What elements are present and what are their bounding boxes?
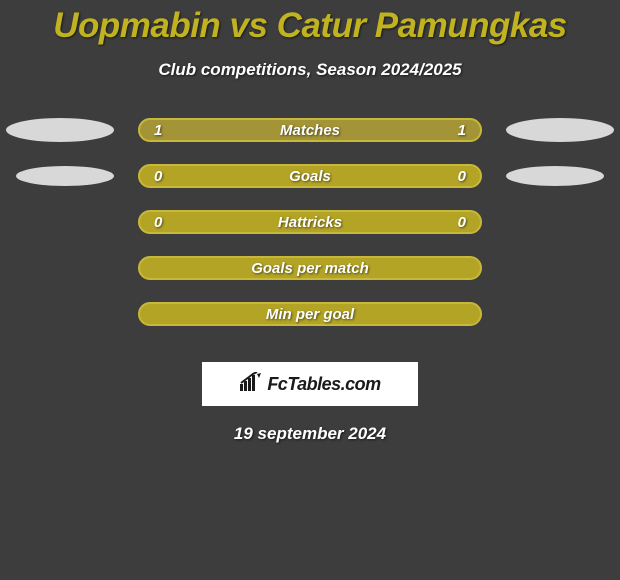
stat-row: 1Matches1 bbox=[0, 116, 620, 162]
indicator-left bbox=[6, 118, 114, 142]
page-subtitle: Club competitions, Season 2024/2025 bbox=[0, 60, 620, 80]
stat-label: Hattricks bbox=[140, 214, 480, 231]
chart-icon bbox=[239, 372, 263, 397]
indicator-right bbox=[506, 118, 614, 142]
stat-label: Goals bbox=[140, 168, 480, 185]
stat-label: Min per goal bbox=[266, 306, 354, 323]
logo-text: FcTables.com bbox=[267, 374, 380, 395]
stat-bar: Min per goal bbox=[138, 302, 482, 326]
logo-inner: FcTables.com bbox=[239, 372, 380, 397]
logo-box: FcTables.com bbox=[202, 362, 418, 406]
stat-row: Goals per match bbox=[0, 254, 620, 300]
date-label: 19 september 2024 bbox=[0, 424, 620, 444]
indicator-left bbox=[16, 166, 114, 186]
stat-row: Min per goal bbox=[0, 300, 620, 346]
stat-row: 0Hattricks0 bbox=[0, 208, 620, 254]
infographic-root: Uopmabin vs Catur Pamungkas Club competi… bbox=[0, 0, 620, 580]
stat-bar: 1Matches1 bbox=[138, 118, 482, 142]
stat-label: Matches bbox=[140, 122, 480, 139]
stat-bar: 0Hattricks0 bbox=[138, 210, 482, 234]
stat-rows: 1Matches1 0Goals0 0Hattricks0 Goals per mat… bbox=[0, 116, 620, 346]
stat-bar: Goals per match bbox=[138, 256, 482, 280]
stat-label: Goals per match bbox=[251, 260, 369, 277]
page-title: Uopmabin vs Catur Pamungkas bbox=[0, 0, 620, 46]
stat-row: 0Goals0 bbox=[0, 162, 620, 208]
indicator-right bbox=[506, 166, 604, 186]
stat-bar: 0Goals0 bbox=[138, 164, 482, 188]
